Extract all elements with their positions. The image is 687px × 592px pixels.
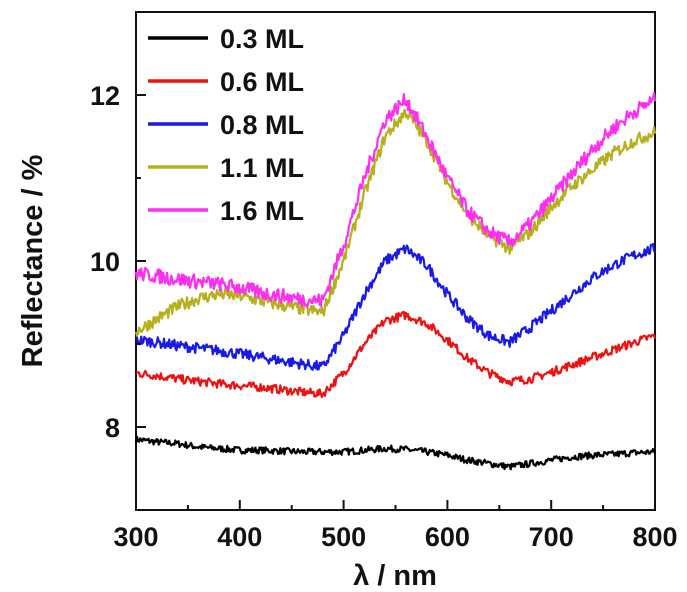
y-axis: 8 10 12 (90, 11, 146, 511)
x-tick-label: 300 (113, 522, 158, 552)
x-tick-label: 500 (321, 522, 366, 552)
legend: 0.3 ML 0.6 ML 0.8 ML 1.1 ML 1.6 ML (148, 24, 304, 226)
series-line-0-8-ml (135, 243, 656, 371)
legend-label: 0.3 ML (220, 24, 304, 54)
legend-label: 1.1 ML (220, 153, 304, 183)
legend-label: 1.6 ML (220, 196, 304, 226)
y-tick-label: 12 (90, 81, 120, 111)
x-tick-label: 800 (632, 522, 677, 552)
series-layer (134, 91, 657, 471)
x-tick-label: 600 (425, 522, 470, 552)
series-line-1-1-ml (134, 108, 657, 337)
y-tick-label: 8 (105, 413, 120, 443)
x-axis: 300 400 500 600 700 800 (113, 500, 678, 552)
legend-label: 0.6 ML (220, 67, 304, 97)
series-line-0-6-ml (135, 310, 657, 398)
series-line-1-6-ml (134, 91, 657, 308)
y-tick-label: 10 (90, 247, 120, 277)
x-tick-label: 700 (529, 522, 574, 552)
legend-label: 0.8 ML (220, 110, 304, 140)
series-line-0-3-ml (134, 435, 656, 471)
x-axis-title: λ / nm (353, 560, 437, 592)
x-tick-label: 400 (217, 522, 262, 552)
y-axis-title: Reflectance / % (17, 154, 49, 367)
plot-frame (135, 11, 656, 511)
